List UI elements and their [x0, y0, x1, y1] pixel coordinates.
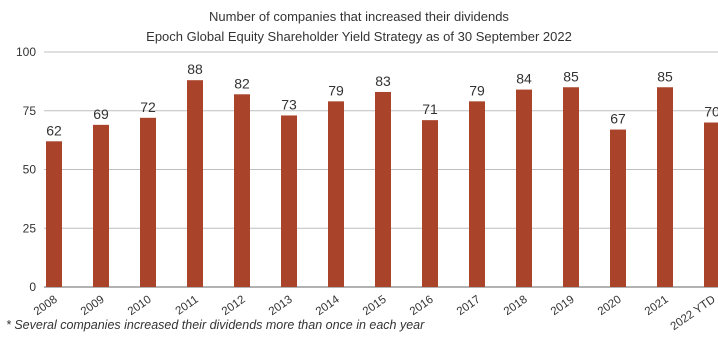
x-tick-label: 2020: [596, 294, 624, 319]
footnote: * Several companies increased their divi…: [6, 318, 424, 332]
data-label: 79: [328, 82, 344, 98]
y-tick-label: 0: [29, 280, 36, 294]
x-tick-label: 2022 YTD: [669, 294, 718, 333]
data-label: 84: [516, 71, 532, 87]
bar: [563, 87, 579, 287]
bar: [422, 120, 438, 287]
y-tick-label: 100: [16, 45, 36, 59]
data-label: 85: [563, 68, 579, 84]
x-tick-label: 2016: [408, 294, 436, 319]
bar: [234, 94, 250, 287]
bar: [187, 80, 203, 287]
data-label: 69: [93, 106, 109, 122]
data-label: 82: [234, 75, 250, 91]
y-tick-label: 25: [23, 221, 37, 235]
x-tick-label: 2019: [549, 294, 577, 319]
data-label: 85: [657, 68, 673, 84]
x-tick-label: 2017: [455, 294, 483, 319]
x-tick-label: 2010: [126, 294, 154, 319]
data-label: 62: [46, 122, 62, 138]
bar: [328, 101, 344, 287]
x-tick-label: 2021: [643, 294, 671, 319]
data-label: 73: [281, 96, 297, 112]
x-tick-label: 2015: [361, 294, 389, 319]
x-tick-label: 2013: [267, 294, 295, 319]
data-label: 71: [422, 101, 438, 117]
bar: [375, 92, 391, 287]
x-tick-label: 2011: [174, 294, 201, 318]
data-label: 70: [704, 104, 718, 120]
x-tick-label: 2014: [314, 293, 342, 318]
data-label: 72: [140, 99, 156, 115]
x-tick-label: 2008: [32, 294, 60, 319]
x-tick-label: 2012: [220, 294, 248, 319]
data-label: 79: [469, 82, 485, 98]
bar: [281, 115, 297, 287]
bar: [93, 125, 109, 287]
x-tick-label: 2009: [79, 294, 107, 319]
data-label: 88: [187, 61, 203, 77]
data-label: 83: [375, 73, 391, 89]
bar: [46, 141, 62, 287]
bar: [704, 123, 718, 288]
y-tick-label: 50: [23, 163, 37, 177]
bar: [140, 118, 156, 287]
data-label: 67: [610, 111, 626, 127]
bar: [657, 87, 673, 287]
y-axis-ticks: 0 25 50 75 100: [16, 45, 36, 294]
bar: [516, 90, 532, 287]
bar: [469, 101, 485, 287]
x-tick-label: 2018: [502, 294, 530, 319]
bar: [610, 130, 626, 287]
y-tick-label: 75: [23, 104, 37, 118]
